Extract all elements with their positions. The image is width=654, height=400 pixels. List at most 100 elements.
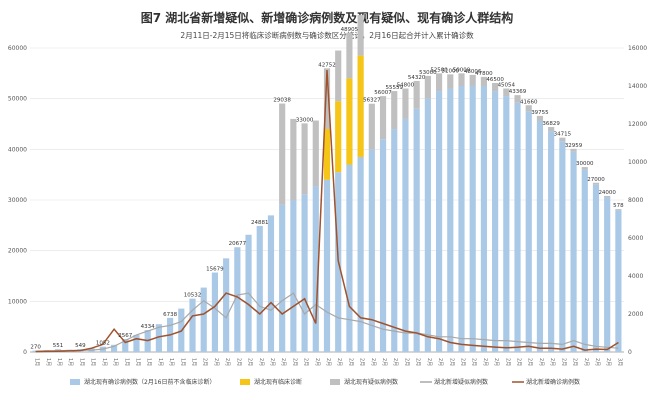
data-label: 41660 xyxy=(520,99,538,105)
legend-label: 湖北现有确诊病例数（2月16日前不含临床诊断） xyxy=(84,378,215,386)
data-label: 42752 xyxy=(318,62,336,68)
x-tick-label: 2月 xyxy=(516,358,522,366)
confirmed-bar xyxy=(615,210,622,352)
clinical-bar xyxy=(357,55,364,157)
new-confirmed-line xyxy=(35,69,619,353)
x-tick-label: 1月 xyxy=(168,358,174,366)
x-tick-label: 2月 xyxy=(314,358,320,366)
x-tick-label: 2月 xyxy=(381,358,387,366)
x-tick-label: 2月 xyxy=(213,358,219,366)
x-tick-label: 2月 xyxy=(538,358,544,366)
data-label: 20677 xyxy=(229,241,247,247)
x-tick-label: 2月 xyxy=(258,358,264,366)
y-left-tick-label: 50000 xyxy=(8,96,27,103)
x-tick-label: 2月 xyxy=(291,358,297,366)
legend-label: 湖北新增疑似病例数 xyxy=(434,378,488,386)
data-label: 51000 xyxy=(442,68,460,74)
x-tick-label: 2月 xyxy=(504,358,510,366)
x-tick-label: 1月 xyxy=(146,358,152,366)
data-label: 54320 xyxy=(408,75,426,81)
suspected-bar xyxy=(536,115,544,121)
suspected-bar xyxy=(514,95,521,103)
suspected-bar xyxy=(458,73,465,86)
y-right-tick-label: 4000 xyxy=(628,273,643,280)
legend-label: 湖北新增确诊病例数 xyxy=(526,378,580,386)
confirmed-bar xyxy=(234,247,241,352)
data-label: 33000 xyxy=(296,117,314,123)
x-tick-label: 2月 xyxy=(325,358,331,366)
legend-swatch xyxy=(330,379,340,385)
confirmed-bar xyxy=(570,151,577,352)
suspected-bar xyxy=(559,137,566,142)
confirmed-bar xyxy=(301,194,308,352)
suspected-bar xyxy=(368,103,375,150)
confirmed-bar xyxy=(447,88,454,353)
suspected-bar xyxy=(323,68,331,130)
confirmed-bar xyxy=(357,156,364,352)
confirmed-bar xyxy=(323,179,331,352)
confirmed-bar xyxy=(492,91,499,353)
x-tick-label: 2月 xyxy=(370,358,376,366)
y-left-tick-label: 30000 xyxy=(8,197,27,204)
suspected-bar xyxy=(335,50,342,102)
data-label: 1052 xyxy=(96,341,110,347)
y-left-tick-label: 0 xyxy=(23,349,27,356)
suspected-bar xyxy=(301,123,308,195)
y-left-tick-label: 20000 xyxy=(8,248,27,255)
suspected-bar xyxy=(391,91,398,130)
data-label: 27000 xyxy=(587,177,605,183)
x-tick-label: 1月 xyxy=(123,358,129,366)
confirmed-bar xyxy=(223,258,230,352)
suspected-bar xyxy=(581,167,588,170)
x-tick-label: 2月 xyxy=(482,358,488,366)
chart-subtitle: 2月11日-2月15日将临床诊断病例数与确诊数区分统计，2月16日起合并计入累计… xyxy=(180,31,474,40)
x-tick-label: 2月 xyxy=(392,358,398,366)
x-tick-label: 2月 xyxy=(235,358,241,366)
suspected-bar xyxy=(525,105,532,112)
legend-label: 湖北现有临床诊断 xyxy=(254,378,302,386)
data-label: 54800 xyxy=(397,83,415,89)
data-label: 56007 xyxy=(374,90,392,96)
data-label: 6738 xyxy=(163,312,177,318)
x-tick-label: 2月 xyxy=(605,358,611,366)
x-tick-label: 1月 xyxy=(101,358,107,366)
confirmed-bar xyxy=(155,324,162,352)
y-right-tick-label: 10000 xyxy=(628,159,647,166)
legend-label: 湖北现有疑似病例数 xyxy=(344,378,398,386)
x-tick-label: 1月 xyxy=(179,358,185,366)
confirmed-bar xyxy=(514,102,521,352)
x-tick-label: 1月 xyxy=(191,358,197,366)
x-tick-label: 1月 xyxy=(134,358,140,366)
confirmed-bar xyxy=(581,169,588,352)
data-label: 36829 xyxy=(542,121,560,127)
data-label: 551 xyxy=(53,343,64,349)
confirmed-bar xyxy=(256,225,263,352)
x-tick-label: 1月 xyxy=(34,358,40,366)
suspected-bar xyxy=(312,120,319,187)
confirmed-bar xyxy=(480,86,487,352)
data-label: 47800 xyxy=(475,71,493,77)
suspected-bar xyxy=(492,82,499,92)
x-tick-label: 2月 xyxy=(269,358,275,366)
confirmed-bar xyxy=(133,335,140,352)
x-tick-label: 2月 xyxy=(583,358,589,366)
x-tick-label: 1月 xyxy=(56,358,62,366)
clinical-bar xyxy=(323,129,331,180)
x-tick-label: 3月 xyxy=(616,358,622,366)
x-tick-label: 2月 xyxy=(247,358,253,366)
x-tick-label: 2月 xyxy=(415,358,421,366)
suspected-bar xyxy=(357,15,364,56)
confirmed-bar xyxy=(424,98,431,353)
suspected-bar xyxy=(480,76,487,86)
x-tick-label: 2月 xyxy=(336,358,342,366)
confirmed-bar xyxy=(211,272,219,352)
data-label: 24000 xyxy=(598,190,616,196)
data-label: 15679 xyxy=(206,267,224,273)
confirmed-bar xyxy=(503,96,510,352)
clinical-bar xyxy=(346,78,353,165)
x-tick-label: 2月 xyxy=(459,358,465,366)
confirmed-bar xyxy=(391,129,398,352)
y-right-tick-label: 0 xyxy=(628,349,632,356)
x-tick-label: 2月 xyxy=(448,358,454,366)
